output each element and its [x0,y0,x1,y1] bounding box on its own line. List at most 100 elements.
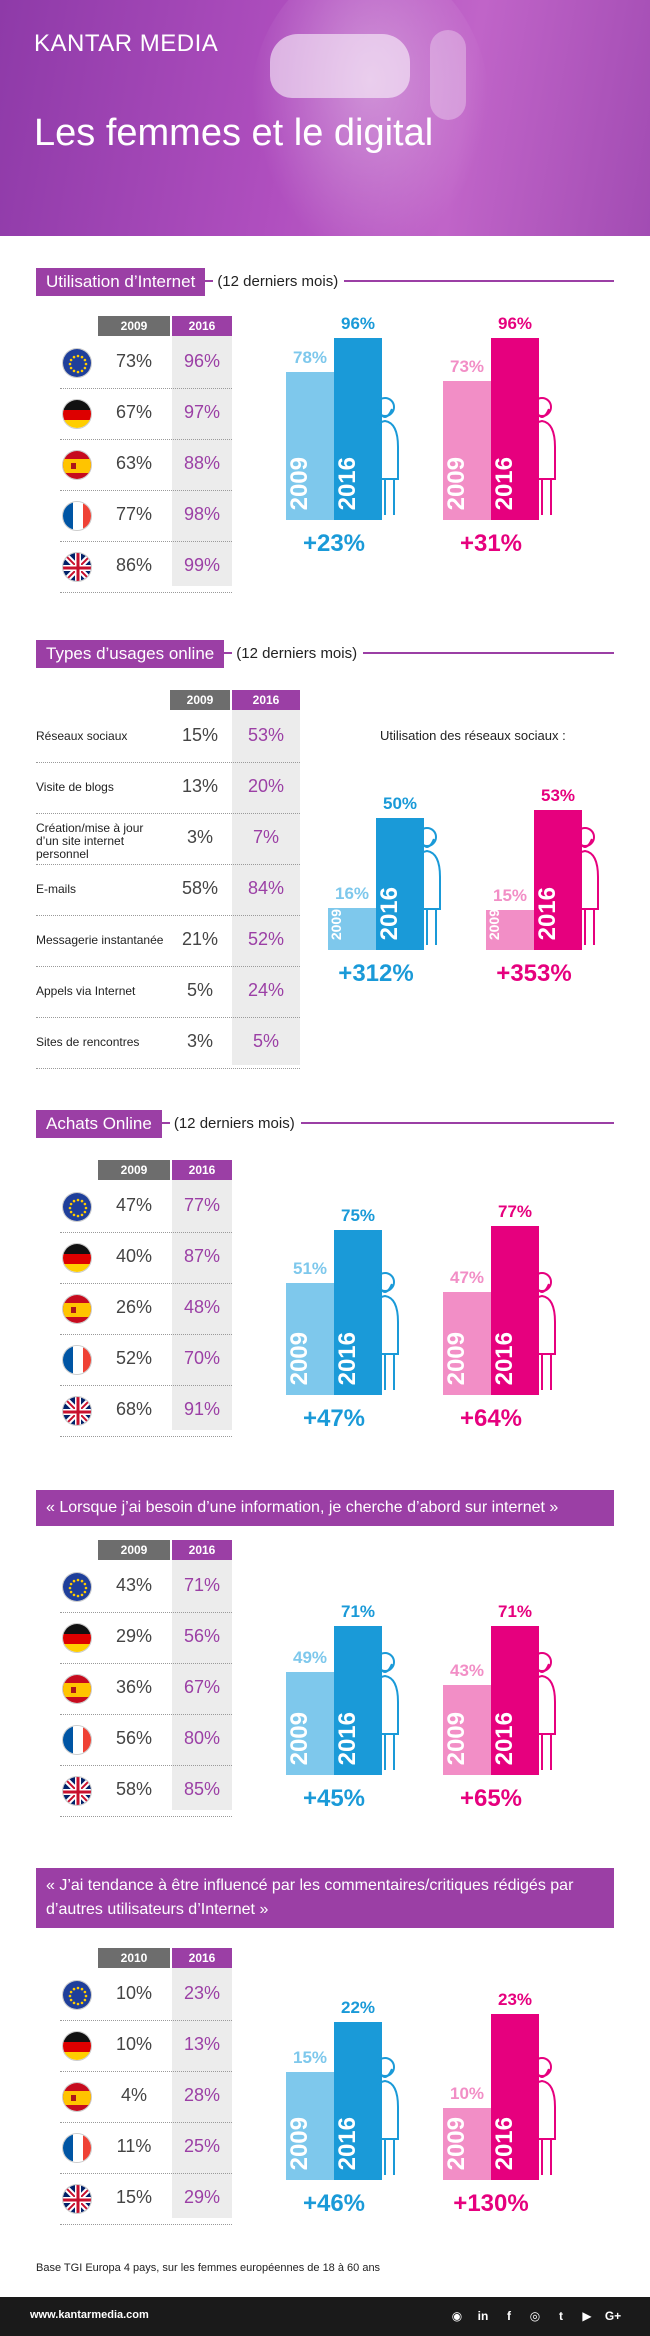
usage-label: Création/mise à jour d’un site internet … [36,821,144,861]
france-flag-icon [62,1725,92,1755]
value-2016: 22% [340,1997,376,2017]
value-2016: 48% [183,1297,221,1317]
value-2016: 96% [497,313,533,333]
value-2016: 56% [183,1626,221,1646]
bar-2016: 2016 [491,1625,539,1775]
male-figure-icon [368,1650,402,1775]
table-internet: 2009 2016 73% 96% 67% 97% 63% 88% 77% 98% 86% 99% [60,316,232,593]
column-header-2016: 2016 [172,1160,232,1180]
column-2016-background [172,1560,232,1810]
growth-percent: +31% [459,530,523,557]
value-2016: 67% [183,1677,221,1697]
value-2016: 7% [252,827,279,847]
value-2009: 36% [115,1677,153,1697]
eu-flag-icon [62,1192,92,1222]
france-flag-icon [62,1345,92,1375]
table-row: 52% 70% [60,1335,232,1386]
value-2016: 77% [183,1195,221,1215]
value-2009: 67% [115,402,153,422]
bar-2009: 2009 [286,2072,334,2180]
rss-icon[interactable]: ◉ [451,2309,463,2323]
growth-percent: +23% [302,530,366,557]
value-2016: 96% [183,351,221,371]
value-2016: 13% [183,2034,221,2054]
googleplus-icon[interactable]: G+ [604,2309,622,2323]
value-2016: 24% [247,980,285,1000]
bar-year-label-2009: 2009 [443,1711,470,1765]
header-banner: KANTAR MEDIA Les femmes et le digital [0,0,650,236]
chart-info-blue: 2009 2016 49% 71% +45% [286,1570,436,1820]
male-figure-icon [368,395,402,520]
value-2016: 77% [497,1201,533,1221]
chart-achats-pink: 2009 2016 47% 77% +64% [443,1180,593,1432]
germany-flag-icon [62,1243,92,1273]
table-row: 73% 96% [60,338,232,389]
value-2016: 75% [340,1206,376,1225]
bar-year-label-2009: 2009 [486,908,502,940]
value-2010: 10% [115,1983,153,2003]
table-row: Création/mise à jour d’un site internet … [36,814,300,865]
bar-2016: 2016 [334,2021,382,2180]
usage-label: Réseaux sociaux [36,729,128,743]
table-row: 26% 48% [60,1284,232,1335]
value-2009: 43% [449,1660,485,1680]
value-2009: 16% [334,883,370,903]
table-row: 36% 67% [60,1664,232,1715]
growth-percent: +46% [302,2190,366,2217]
section-title: Utilisation d’Internet [36,268,206,296]
section-title: « J’ai tendance à être influencé par les… [36,1868,614,1928]
table-row: 43% 71% [60,1562,232,1613]
male-figure-icon [368,1270,402,1395]
value-2016: 91% [183,1399,221,1419]
uk-flag-icon [62,1776,92,1806]
footer-url-link[interactable]: www.kantarmedia.com [30,2309,149,2321]
value-2009: 78% [292,347,328,367]
growth-percent: +65% [459,1785,523,1812]
linkedin-icon[interactable]: in [477,2309,489,2323]
bar-2009: 2009 [486,908,534,950]
table-row: 11% 25% [60,2123,232,2174]
growth-percent: +45% [302,1785,366,1812]
value-2016: 20% [247,776,285,796]
value-2009: 68% [115,1399,153,1419]
value-2009: 3% [186,1031,213,1051]
table-row: 4% 28% [60,2072,232,2123]
eu-flag-icon [62,1572,92,1602]
section-title: Achats Online [36,1110,162,1138]
value-2010: 4% [120,2085,147,2105]
instagram-icon[interactable]: ◎ [529,2309,541,2323]
table-achats: 2009 2016 47% 77% 40% 87% 26% 48% 52% 70% 68% 91% [60,1160,232,1437]
value-2016: 71% [497,1601,533,1621]
section-subtitle: (12 derniers mois) [213,268,345,296]
value-2016: 97% [183,402,221,422]
value-2010: 11% [116,2136,152,2156]
twitter-icon[interactable]: t [559,2309,563,2323]
table-row: 29% 56% [60,1613,232,1664]
youtube-icon[interactable]: ▶ [582,2309,592,2323]
uk-flag-icon [62,552,92,582]
bar-year-label-2009: 2009 [443,456,470,510]
section-subtitle: (12 derniers mois) [232,640,364,668]
column-2016-background [172,1968,232,2218]
female-figure-icon [525,1270,559,1395]
value-2009: 3% [186,827,213,847]
usage-label: Appels via Internet [36,984,136,998]
section-rule [36,1122,614,1124]
bar-2016: 2016 [491,2014,539,2180]
value-2009: 43% [115,1575,153,1595]
kantar-media-logo: KANTAR MEDIA [34,30,219,57]
table-row: 15% 29% [60,2174,232,2225]
value-2009: 58% [181,878,219,898]
bar-2016: 2016 [376,817,424,950]
usage-label: E-mails [36,882,77,896]
table-row: 63% 88% [60,440,232,491]
footer: www.kantarmedia.com ◉ in f ◎ t ▶ G+ [0,2297,650,2336]
value-2009: 47% [449,1267,485,1287]
facebook-icon[interactable]: f [507,2309,511,2323]
bar-2016: 2016 [334,1230,382,1395]
germany-flag-icon [62,2031,92,2061]
male-figure-icon [410,825,444,950]
chart-influence-blue: 2009 2016 15% 22% +46% [286,1975,436,2225]
table-row: 77% 98% [60,491,232,542]
